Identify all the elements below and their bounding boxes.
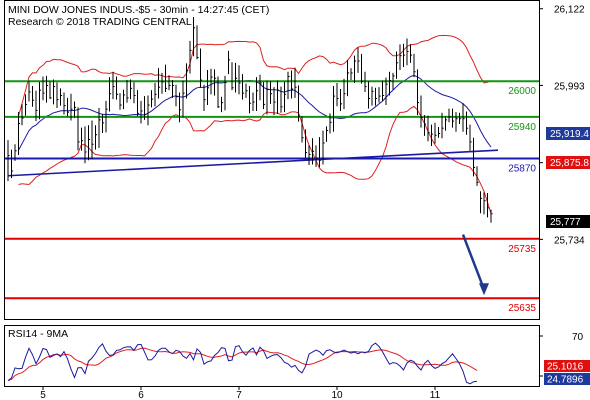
x-tick-label: 6 — [138, 390, 144, 400]
x-tick-label: 10 — [331, 390, 343, 400]
level-label-25940: 25940 — [508, 122, 536, 133]
y-tick-label: 26,122 — [554, 5, 585, 16]
svg-text:25,875.8: 25,875.8 — [550, 158, 589, 169]
bollinger-lower-line — [18, 105, 492, 214]
price-layer: 26,12225,99325,86325,7342600025940258702… — [5, 5, 585, 314]
support-trend-line — [7, 149, 499, 177]
level-label-25635: 25635 — [508, 303, 536, 314]
projection-arrow-head — [479, 283, 489, 296]
level-label-26000: 26000 — [508, 86, 536, 97]
rsi-y-tick-label: 70 — [572, 332, 584, 343]
rsi-layer: 56710117030 — [7, 332, 584, 400]
rsi-value-tag: 24.7896 — [544, 373, 590, 386]
level-label-25735: 25735 — [508, 244, 536, 255]
y-tick-label: 25,993 — [554, 81, 585, 92]
level-label-25870: 25870 — [508, 164, 536, 175]
x-tick-label: 11 — [430, 390, 441, 400]
x-tick-label: 7 — [236, 390, 242, 400]
rsi-panel-frame — [4, 325, 540, 387]
rsi-ma-value-tag: 25.1016 — [544, 360, 590, 373]
bollinger-value-tag: 25,875.8 — [546, 156, 590, 169]
projection-arrow-shaft — [461, 234, 486, 290]
bollinger-upper-line — [18, 35, 492, 117]
svg-text:24.7896: 24.7896 — [547, 375, 584, 386]
svg-text:25,777: 25,777 — [550, 217, 581, 228]
ma-value-tag: 25,919.4 — [546, 127, 590, 140]
current-price-tag: 25,777 — [546, 215, 590, 228]
y-tick-label: 25,734 — [554, 235, 585, 246]
price-panel-frame — [4, 0, 540, 320]
rsi-title: RSI14 - 9MA — [8, 328, 68, 340]
chart-title: MINI DOW JONES INDUS.-$5 - 30min - 14:27… — [8, 4, 269, 16]
svg-text:25.1016: 25.1016 — [547, 362, 584, 373]
moving-average-line — [18, 74, 492, 151]
svg-text:25,919.4: 25,919.4 — [550, 129, 589, 140]
rsi-line — [7, 342, 478, 385]
chart-copyright: Research © 2018 TRADING CENTRAL — [8, 16, 192, 28]
x-tick-label: 5 — [40, 390, 46, 400]
